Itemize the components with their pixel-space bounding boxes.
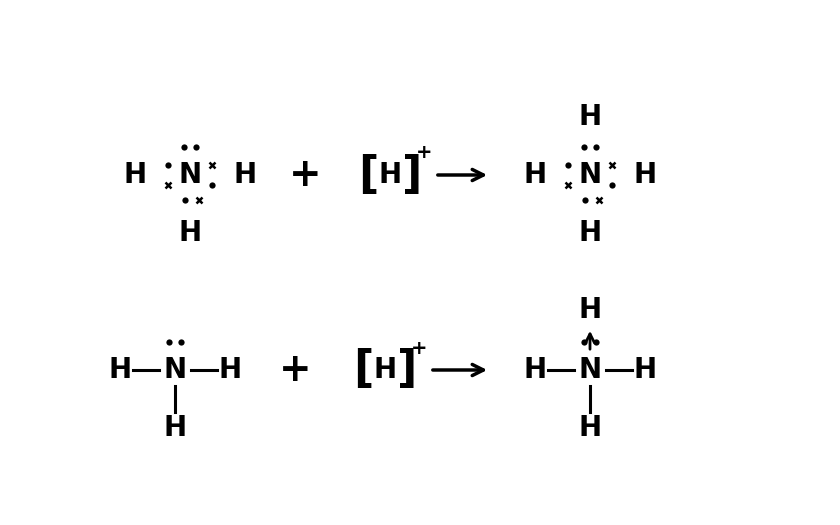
Text: N: N bbox=[178, 161, 202, 189]
Text: N: N bbox=[579, 161, 601, 189]
Text: +: + bbox=[411, 339, 428, 358]
Text: ]: ] bbox=[396, 349, 417, 392]
Text: +: + bbox=[289, 156, 322, 194]
Text: H: H bbox=[164, 414, 186, 442]
Text: H: H bbox=[218, 356, 242, 384]
Text: N: N bbox=[164, 356, 186, 384]
Text: [: [ bbox=[353, 349, 373, 392]
Text: ]: ] bbox=[402, 153, 423, 196]
Text: H: H bbox=[108, 356, 132, 384]
Text: +: + bbox=[279, 351, 312, 389]
Text: H: H bbox=[579, 103, 601, 131]
Text: +: + bbox=[416, 143, 433, 163]
Text: H: H bbox=[123, 161, 146, 189]
Text: [: [ bbox=[358, 153, 378, 196]
Text: H: H bbox=[633, 161, 657, 189]
Text: H: H bbox=[234, 161, 256, 189]
Text: H: H bbox=[579, 296, 601, 324]
Text: H: H bbox=[178, 219, 202, 247]
Text: H: H bbox=[633, 356, 657, 384]
Text: H: H bbox=[523, 356, 547, 384]
Text: H: H bbox=[579, 219, 601, 247]
Text: H: H bbox=[579, 414, 601, 442]
Text: H: H bbox=[379, 161, 402, 189]
Text: H: H bbox=[374, 356, 396, 384]
Text: H: H bbox=[523, 161, 547, 189]
Text: N: N bbox=[579, 356, 601, 384]
